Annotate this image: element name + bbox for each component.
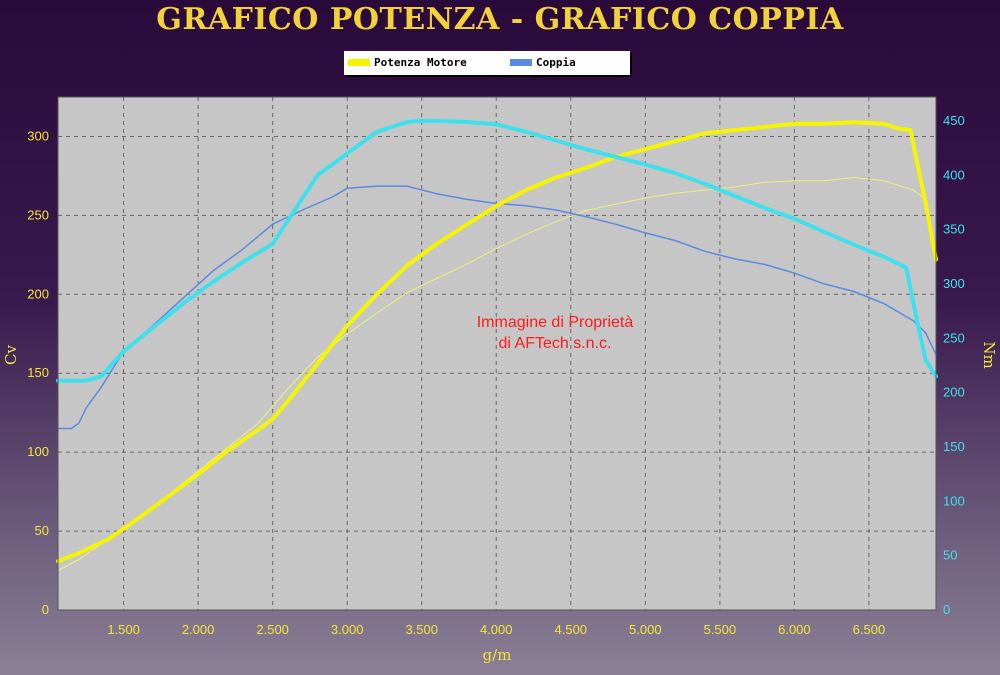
legend-item-potenza: Potenza Motore <box>348 56 467 69</box>
y-left-tick-label: 200 <box>27 286 49 301</box>
x-tick-label: 3.000 <box>331 622 364 637</box>
series-line-coppia-ref <box>56 118 938 383</box>
y-right-tick-label: 400 <box>943 167 965 182</box>
watermark-line-2: di AFTech s.n.c. <box>498 335 612 352</box>
y-left-tick-label: 100 <box>27 444 49 459</box>
y-right-tick-label: 350 <box>943 222 965 237</box>
x-axis-label: g/m <box>483 646 512 664</box>
x-tick-label: 2.000 <box>182 622 215 637</box>
legend-label-coppia: Coppia <box>536 56 576 69</box>
y-left-tick-label: 300 <box>27 128 49 143</box>
x-tick-label: 4.500 <box>555 622 588 637</box>
y-left-tick-label: 150 <box>27 365 49 380</box>
y-left-tick-label: 50 <box>35 523 49 538</box>
legend-item-coppia: Coppia <box>510 56 576 69</box>
y-axis-label-right: Nm <box>980 341 998 368</box>
y-left-tick-label: 250 <box>27 207 49 222</box>
watermark-text: Immagine di Proprietà di AFTech s.n.c. <box>440 312 670 354</box>
legend-swatch-potenza <box>348 59 370 66</box>
legend-label-potenza: Potenza Motore <box>374 56 467 69</box>
plot-border <box>57 96 937 611</box>
y-right-tick-label: 300 <box>943 276 965 291</box>
y-right-tick-label: 200 <box>943 385 965 400</box>
x-tick-label: 4.000 <box>480 622 513 637</box>
y-right-tick-label: 0 <box>943 602 950 617</box>
chart-title: GRAFICO POTENZA - GRAFICO COPPIA <box>156 2 844 37</box>
series-line-potenza <box>56 120 938 564</box>
plot-area <box>58 97 936 610</box>
y-right-tick-label: 250 <box>943 330 965 345</box>
x-tick-label: 3.500 <box>405 622 438 637</box>
x-tick-label: 6.500 <box>853 622 886 637</box>
x-tick-label: 2.500 <box>256 622 289 637</box>
y-axis-label-left: Cv <box>2 344 20 364</box>
x-tick-label: 1.500 <box>107 622 140 637</box>
x-tick-label: 5.000 <box>629 622 662 637</box>
legend-swatch-coppia <box>510 59 532 66</box>
y-right-tick-label: 50 <box>943 548 957 563</box>
series-line-potenza-ref <box>57 177 927 571</box>
y-right-tick-label: 150 <box>943 439 965 454</box>
legend: Potenza Motore Coppia <box>344 51 630 75</box>
watermark-line-1: Immagine di Proprietà <box>476 314 634 331</box>
y-right-tick-label: 100 <box>943 493 965 508</box>
y-left-tick-label: 0 <box>42 602 49 617</box>
x-tick-label: 5.500 <box>704 622 737 637</box>
y-right-tick-label: 450 <box>943 113 965 128</box>
x-tick-label: 6.000 <box>778 622 811 637</box>
